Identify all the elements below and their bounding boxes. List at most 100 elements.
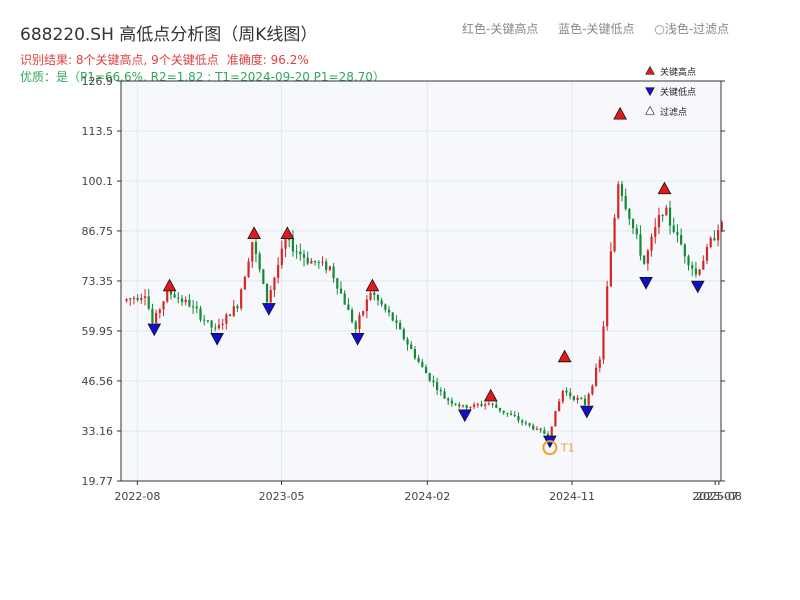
candle-up	[487, 403, 490, 405]
candle-down	[195, 306, 198, 309]
candle-up	[469, 406, 472, 408]
candle-up	[720, 221, 723, 231]
candle-down	[509, 413, 513, 416]
candle-down	[169, 290, 173, 295]
candle-up	[550, 426, 553, 437]
candle-down	[439, 390, 442, 392]
candle-down	[506, 412, 509, 414]
candle-down	[314, 260, 317, 263]
candle-up	[369, 292, 372, 300]
candle-up	[476, 404, 479, 406]
legend-high-label: 关键高点	[660, 66, 696, 78]
candle-up	[461, 405, 465, 407]
candle-down	[524, 422, 527, 424]
candle-down	[521, 420, 524, 423]
x-tick-label: 2024-02	[404, 490, 450, 503]
y-tick-label: 33.16	[82, 425, 114, 438]
x-tick-label: 2024-11	[549, 490, 595, 503]
candle-down	[173, 294, 176, 298]
candle-down	[661, 215, 664, 217]
candle-down	[480, 404, 483, 406]
candle-down	[228, 314, 232, 317]
candle-down	[299, 251, 302, 255]
result-text: 识别结果: 8个关键高点, 9个关键低点	[20, 53, 219, 67]
candle-up	[602, 326, 605, 360]
candle-up	[269, 289, 272, 303]
candle-down	[417, 358, 420, 362]
candle-down	[306, 257, 309, 264]
candle-down	[343, 293, 346, 305]
y-tick-label: 73.35	[82, 275, 114, 288]
candle-up	[646, 250, 649, 264]
candle-up	[598, 359, 601, 368]
candle-up	[554, 410, 557, 427]
candle-down	[332, 266, 335, 279]
candle-down	[546, 433, 550, 437]
axes: 19.77 33.16 46.56 59.95 73.35 86.75 100.1 113.5…	[82, 75, 742, 503]
candle-up	[594, 367, 598, 386]
candle-up	[358, 315, 361, 329]
y-tick-label: 126.9	[82, 75, 114, 88]
candle-down	[387, 309, 391, 313]
candle-down	[491, 403, 494, 405]
candle-down	[676, 232, 679, 235]
legend-filtered-swatch	[645, 105, 655, 115]
candle-down	[424, 367, 428, 374]
candle-down	[668, 207, 672, 226]
y-tick-label: 19.77	[82, 475, 114, 488]
y-tick-label: 46.56	[82, 375, 114, 388]
legend-high-swatch	[645, 65, 655, 75]
candle-up	[606, 286, 609, 327]
y-tick-label: 113.5	[82, 125, 114, 138]
key-point-markers: T1	[147, 106, 705, 456]
key-low-marker	[457, 409, 472, 423]
y-tick-label: 59.95	[82, 325, 114, 338]
candle-up	[576, 397, 579, 400]
key-low-marker	[579, 405, 594, 419]
candle-down	[188, 299, 191, 307]
candle-up	[716, 230, 720, 241]
candle-down	[339, 288, 343, 294]
candle-up	[243, 276, 246, 290]
candle-down	[384, 304, 387, 310]
candle-down	[199, 308, 202, 320]
t1-marker	[542, 440, 558, 456]
candle-up	[277, 265, 280, 278]
candle-up	[125, 299, 128, 301]
candle-down	[643, 255, 646, 264]
candle-down	[254, 242, 258, 254]
candle-down	[628, 208, 631, 220]
candle-down	[680, 234, 683, 245]
candle-up	[587, 394, 590, 405]
candle-up	[221, 323, 224, 325]
candle-up	[184, 299, 187, 303]
candle-down	[203, 319, 206, 321]
candle-down	[210, 320, 213, 328]
key-low-marker	[350, 332, 365, 346]
candle-down	[151, 308, 154, 323]
key-high-marker	[162, 278, 177, 292]
candle-down	[580, 397, 583, 399]
candle-down	[177, 297, 180, 299]
top-legend-low: 蓝色-关键低点	[558, 22, 635, 36]
candle-down	[354, 321, 357, 329]
candle-up	[321, 261, 324, 263]
candle-up	[247, 261, 250, 277]
candle-down	[631, 219, 635, 229]
candle-up	[654, 227, 657, 237]
candle-up	[613, 217, 616, 252]
key-low-marker	[262, 303, 276, 316]
candle-down	[206, 320, 209, 322]
candle-up	[365, 299, 368, 312]
candle-down	[214, 327, 217, 329]
candle-down	[288, 239, 291, 241]
candle-down	[498, 407, 502, 411]
candle-up	[484, 404, 487, 406]
candle-up	[558, 401, 561, 411]
candle-down	[302, 254, 306, 258]
key-high-marker	[657, 181, 672, 195]
candle-down	[565, 390, 568, 393]
candle-down	[639, 234, 642, 256]
